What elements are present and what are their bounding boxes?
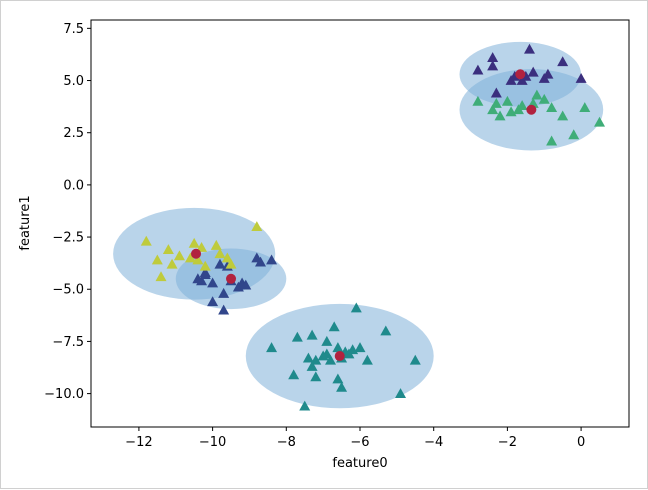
y-ticks: 7.5 5.0 2.5 0.0 −2.5 −5.0 −7.5 −10.0 [44, 22, 91, 402]
data-point [542, 68, 554, 79]
data-point [487, 52, 499, 62]
x-ticks: −12 −10 −8 −6 −4 −2 0 [125, 427, 585, 450]
data-point [487, 104, 499, 115]
data-point [310, 371, 322, 382]
x-axis-label: feature0 [332, 456, 387, 471]
data-point [306, 360, 318, 371]
data-point [575, 72, 587, 83]
data-point [350, 302, 362, 313]
data-point [225, 258, 237, 269]
data-point [218, 304, 230, 315]
x-tick-label: −10 [199, 435, 226, 450]
data-point [380, 325, 392, 336]
data-point [221, 252, 233, 263]
data-point [218, 287, 230, 298]
centroid-marker [334, 351, 345, 362]
data-point [490, 87, 502, 98]
y-tick-label: −7.5 [52, 335, 84, 350]
data-point [568, 129, 580, 140]
data-point [266, 342, 278, 353]
data-point [166, 258, 178, 269]
data-point [306, 329, 318, 340]
data-point [409, 354, 421, 365]
data-point [487, 60, 499, 71]
data-point [299, 400, 311, 411]
data-point [184, 252, 196, 263]
data-point [214, 248, 226, 259]
x-tick-label: −2 [498, 435, 517, 450]
data-point [199, 260, 211, 271]
y-axis-label: feature1 [18, 195, 33, 250]
data-point [325, 354, 337, 365]
data-point [196, 242, 208, 252]
data-point [255, 256, 267, 267]
data-point [527, 66, 539, 77]
data-point [288, 369, 300, 380]
data-point [140, 235, 152, 246]
data-point [354, 342, 366, 353]
data-point [291, 331, 303, 342]
data-point [472, 64, 484, 75]
data-point [472, 95, 484, 106]
centroid-marker [515, 69, 526, 80]
data-point [490, 97, 502, 108]
x-tick-label: −6 [350, 435, 369, 450]
data-point [343, 348, 355, 359]
data-point [546, 102, 558, 113]
data-point [328, 321, 340, 332]
y-tick-label: 0.0 [63, 178, 84, 193]
data-point [192, 254, 204, 265]
data-point [192, 273, 204, 284]
data-point [162, 244, 174, 254]
y-tick-label: 5.0 [63, 74, 84, 89]
data-point [516, 100, 528, 110]
data-point [524, 43, 536, 54]
centroid-marker [226, 273, 237, 284]
data-point [321, 348, 333, 359]
y-tick-label: −10.0 [44, 387, 84, 402]
data-point [361, 354, 373, 365]
y-tick-label: −5.0 [52, 283, 84, 298]
data-point [546, 135, 558, 146]
data-point [594, 116, 606, 127]
data-point [214, 258, 226, 269]
data-point [494, 110, 506, 121]
data-point [210, 239, 222, 250]
centroid-marker [526, 104, 537, 115]
data-point [240, 279, 252, 290]
data-point [151, 254, 163, 265]
data-point [199, 269, 211, 280]
data-point [579, 102, 591, 113]
data-point [188, 237, 200, 248]
data-point [155, 271, 167, 282]
y-tick-label: 7.5 [63, 22, 84, 37]
data-point [266, 254, 278, 265]
data-point [501, 95, 513, 106]
x-tick-label: −8 [277, 435, 296, 450]
data-point [207, 296, 219, 307]
data-point [251, 221, 263, 232]
x-tick-label: −4 [424, 435, 443, 450]
data-point [395, 388, 407, 399]
data-point [173, 250, 185, 261]
data-point [557, 56, 569, 67]
data-point [538, 93, 550, 104]
y-tick-label: 2.5 [63, 126, 84, 141]
data-point [332, 373, 344, 384]
data-point [302, 352, 314, 363]
centroid-marker [191, 248, 202, 259]
y-tick-label: −2.5 [52, 231, 84, 246]
data-point [207, 277, 219, 288]
x-tick-label: −12 [125, 435, 152, 450]
x-tick-label: 0 [577, 435, 585, 450]
data-point [531, 89, 543, 100]
data-point [557, 110, 569, 121]
plot-layer [113, 41, 606, 411]
data-point [321, 335, 333, 346]
data-point [332, 342, 344, 353]
data-point [336, 381, 348, 392]
